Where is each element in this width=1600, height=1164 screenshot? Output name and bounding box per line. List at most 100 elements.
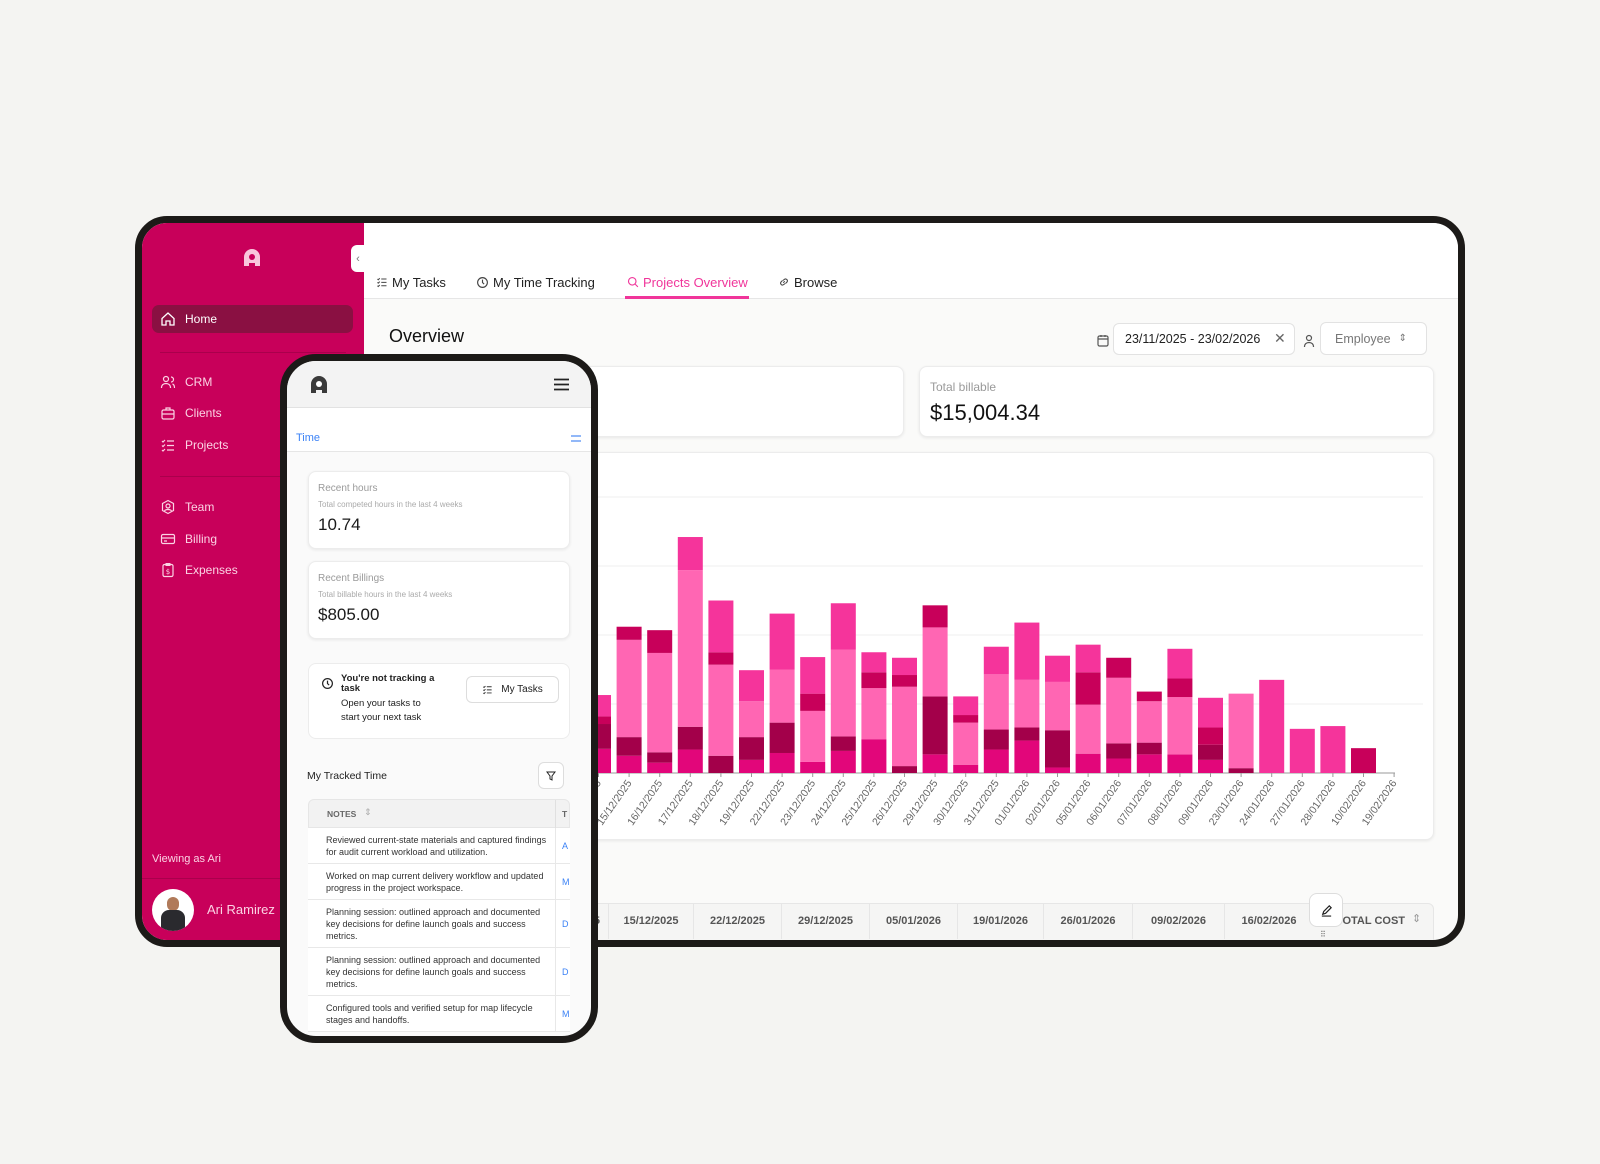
row-link[interactable]: D <box>555 900 575 947</box>
bar-segment[interactable] <box>769 752 795 773</box>
bar-segment[interactable] <box>830 603 856 650</box>
table-row[interactable]: Configured tools and verified setup for … <box>308 996 570 1032</box>
row-link[interactable]: M <box>555 864 575 899</box>
bar-segment[interactable] <box>1014 740 1040 773</box>
bar-segment[interactable] <box>616 626 642 640</box>
bar-segment[interactable] <box>861 688 887 740</box>
bar-segment[interactable] <box>1045 681 1070 731</box>
bar-segment[interactable] <box>1136 754 1162 773</box>
bar-segment[interactable] <box>739 701 764 738</box>
bar-segment[interactable] <box>1106 657 1132 678</box>
bar-segment[interactable] <box>922 754 948 773</box>
bar-segment[interactable] <box>1075 672 1101 705</box>
table-row[interactable]: Worked on map current delivery workflow … <box>308 864 570 900</box>
avatar[interactable] <box>152 889 194 931</box>
bar-segment[interactable] <box>647 762 673 773</box>
bar-segment[interactable] <box>739 670 764 702</box>
bar-segment[interactable] <box>647 630 673 653</box>
bar-segment[interactable] <box>1045 655 1070 682</box>
bar-segment[interactable] <box>1106 758 1132 773</box>
bar-segment[interactable] <box>1167 754 1193 773</box>
column-header[interactable]: 09/02/2026 <box>1133 903 1225 939</box>
bar-segment[interactable] <box>1106 677 1132 744</box>
collapse-sidebar-button[interactable]: ‹ <box>351 245 365 272</box>
bar-segment[interactable] <box>739 759 764 773</box>
column-header[interactable]: 05/01/2026 <box>870 903 958 939</box>
bar-segment[interactable] <box>892 657 917 676</box>
edit-button[interactable] <box>1309 893 1343 927</box>
bar-segment[interactable] <box>708 600 734 653</box>
sidebar-item-projects[interactable]: Projects <box>152 431 353 459</box>
bar-segment[interactable] <box>677 537 703 571</box>
row-link[interactable]: M <box>555 996 575 1031</box>
column-header[interactable]: 29/12/2025 <box>782 903 870 939</box>
column-header-total-cost[interactable]: TOTAL COST <box>1335 915 1405 927</box>
bar-segment[interactable] <box>892 675 917 687</box>
column-header[interactable]: 22/12/2025 <box>694 903 782 939</box>
bar-segment[interactable] <box>1351 748 1376 773</box>
sort-icon[interactable]: ⇕ <box>364 807 372 817</box>
bar-segment[interactable] <box>1289 728 1315 773</box>
bar-segment[interactable] <box>616 639 642 738</box>
table-row[interactable]: Planning session: outlined approach and … <box>308 900 570 948</box>
sidebar-item-crm[interactable]: CRM <box>152 368 353 396</box>
tab-my-time-tracking[interactable]: My Time Tracking <box>476 272 595 292</box>
bar-segment[interactable] <box>769 722 795 753</box>
bar-segment[interactable] <box>1075 644 1101 673</box>
bar-segment[interactable] <box>1198 727 1223 745</box>
bar-segment[interactable] <box>861 739 887 773</box>
bar-segment[interactable] <box>647 752 673 763</box>
tab-my-tasks[interactable]: My Tasks <box>376 272 446 292</box>
bar-segment[interactable] <box>861 672 887 689</box>
tab-browse[interactable]: Browse <box>778 272 837 292</box>
bar-segment[interactable] <box>647 652 673 753</box>
column-header[interactable]: 26/01/2026 <box>1044 903 1133 939</box>
bar-segment[interactable] <box>739 737 764 760</box>
bar-segment[interactable] <box>830 649 856 737</box>
bar-segment[interactable] <box>983 674 1009 730</box>
bar-segment[interactable] <box>1014 622 1040 680</box>
sidebar-item-billing[interactable]: Billing <box>152 525 353 553</box>
bar-segment[interactable] <box>1228 768 1254 773</box>
column-header[interactable]: T <box>555 800 567 828</box>
filter-button[interactable] <box>538 762 564 789</box>
bar-segment[interactable] <box>769 613 795 670</box>
bar-segment[interactable] <box>1136 701 1162 743</box>
table-row[interactable]: Reviewed current-state materials and cap… <box>308 828 570 864</box>
bar-segment[interactable] <box>892 766 917 773</box>
date-range-input[interactable]: 23/11/2025 - 23/02/2026 ✕ <box>1113 323 1295 355</box>
sort-icon[interactable]: ⇕ <box>1412 913 1422 925</box>
drag-handle-icon[interactable]: ⠿ <box>1320 930 1326 939</box>
bar-segment[interactable] <box>1136 742 1162 755</box>
bar-segment[interactable] <box>1198 697 1223 728</box>
bar-segment[interactable] <box>1167 648 1193 679</box>
bar-segment[interactable] <box>983 749 1009 773</box>
bar-segment[interactable] <box>1320 726 1346 773</box>
bar-segment[interactable] <box>677 570 703 727</box>
clear-date-icon[interactable]: ✕ <box>1274 330 1286 346</box>
bar-segment[interactable] <box>1228 693 1254 769</box>
sidebar-item-clients[interactable]: Clients <box>152 399 353 427</box>
bar-segment[interactable] <box>953 722 979 765</box>
bar-segment[interactable] <box>800 710 826 762</box>
bar-segment[interactable] <box>953 696 979 716</box>
bar-segment[interactable] <box>800 657 826 694</box>
bar-segment[interactable] <box>1045 767 1070 773</box>
bar-segment[interactable] <box>861 652 887 673</box>
bar-segment[interactable] <box>953 764 979 773</box>
bar-segment[interactable] <box>677 749 703 773</box>
row-link[interactable]: D <box>555 948 575 995</box>
bar-segment[interactable] <box>1075 753 1101 773</box>
employee-select[interactable]: Employee ⇕ <box>1320 322 1427 355</box>
bar-segment[interactable] <box>983 646 1009 675</box>
column-header-notes[interactable]: NOTES <box>327 809 357 819</box>
sidebar-item-home[interactable]: Home <box>152 305 353 333</box>
bar-segment[interactable] <box>953 715 979 723</box>
row-link[interactable]: A <box>555 828 575 863</box>
bar-segment[interactable] <box>830 736 856 751</box>
bar-segment[interactable] <box>769 669 795 723</box>
bar-segment[interactable] <box>1167 678 1193 698</box>
bar-segment[interactable] <box>922 605 948 628</box>
bar-segment[interactable] <box>830 750 856 773</box>
column-header[interactable]: 16/02/2026 <box>1241 915 1297 927</box>
